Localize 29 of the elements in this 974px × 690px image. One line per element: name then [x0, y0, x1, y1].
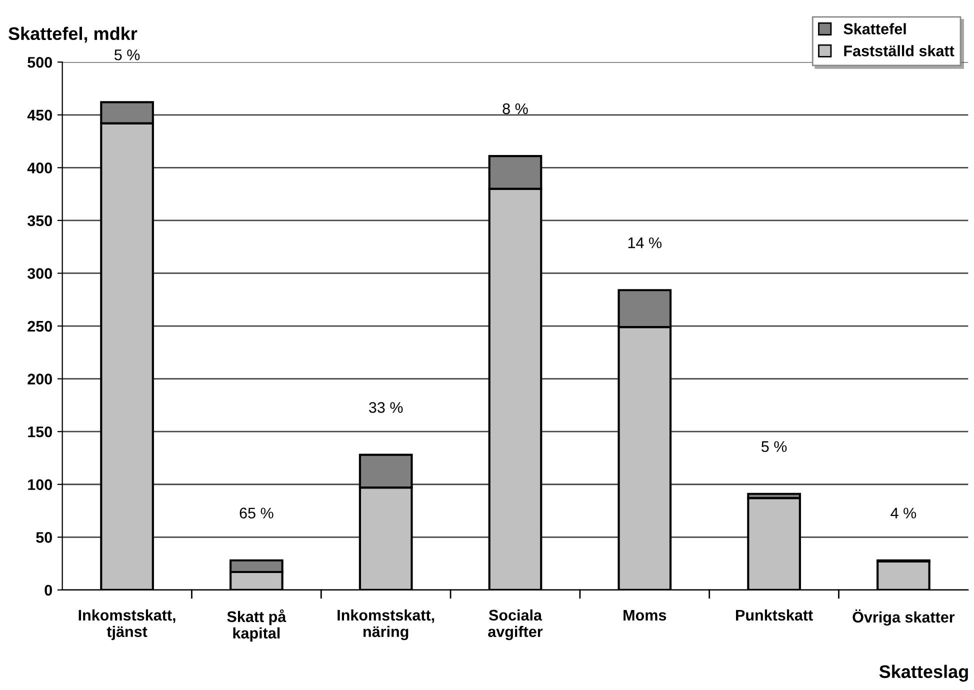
annotation: 4 %	[890, 508, 916, 518]
annotation: 14 %	[628, 237, 662, 248]
y-tick-label: 100	[28, 479, 52, 490]
annotation: 5 %	[762, 441, 787, 452]
x-axis-title: Skatteslag	[879, 664, 968, 682]
x-tick-label: Inkomstskatt, näring	[338, 609, 434, 640]
y-tick-label: 0	[44, 584, 52, 596]
x-tick-label: Övriga skatter	[852, 609, 955, 626]
x-tick-label: Skatt på kapital	[227, 609, 286, 642]
y-tick-label: 200	[28, 374, 52, 384]
y-axis-title: Skattefel, mdkr	[8, 26, 138, 43]
legend-label: Fastställd skatt	[844, 45, 954, 56]
annotation: 65 %	[240, 508, 274, 518]
y-tick-label: 250	[28, 320, 52, 332]
legend-label: Skattefel	[844, 23, 906, 34]
x-tick-label: Moms	[624, 610, 666, 621]
annotation: 8 %	[502, 103, 528, 114]
y-tick-label: 50	[36, 532, 52, 543]
x-tick-label: Inkomstskatt, tjänst	[78, 609, 176, 640]
annotation: 5 %	[114, 50, 140, 60]
y-tick-label: 300	[27, 268, 52, 279]
y-tick-label: 150	[28, 426, 52, 438]
x-tick-label: Punktskatt	[736, 609, 813, 621]
y-tick-label: 350	[27, 215, 52, 226]
x-tick-label: Sociala avgifter	[488, 609, 543, 640]
y-tick-label: 500	[28, 56, 52, 68]
y-tick-label: 400	[27, 162, 52, 174]
annotation: 33 %	[369, 402, 403, 413]
y-tick-label: 450	[27, 110, 52, 121]
